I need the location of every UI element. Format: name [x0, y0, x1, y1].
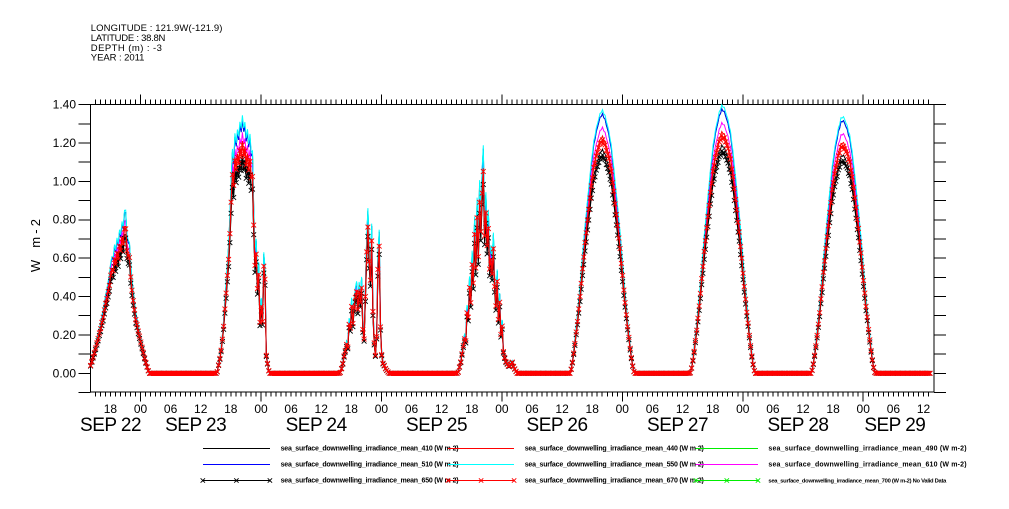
svg-text:sea_surface_downwelling_irradi: sea_surface_downwelling_irradiance_mean_…	[281, 478, 459, 485]
svg-text:00: 00	[254, 402, 268, 416]
svg-text:06: 06	[525, 402, 539, 416]
svg-text:12: 12	[315, 402, 329, 416]
svg-text:sea_surface_downwelling_irradi: sea_surface_downwelling_irradiance_mean_…	[281, 462, 459, 469]
svg-text:SEP 28: SEP 28	[767, 415, 829, 436]
svg-text:00: 00	[736, 402, 750, 416]
svg-text:0.80: 0.80	[53, 213, 77, 227]
svg-text:SEP 29: SEP 29	[864, 415, 926, 436]
svg-text:sea_surface_downwelling_irradi: sea_surface_downwelling_irradiance_mean_…	[768, 462, 966, 469]
svg-text:DEPTH (m) : -3: DEPTH (m) : -3	[91, 43, 162, 54]
svg-text:06: 06	[284, 402, 298, 416]
svg-text:00: 00	[134, 402, 148, 416]
svg-text:SEP 24: SEP 24	[286, 415, 348, 436]
svg-text:1.40: 1.40	[53, 98, 77, 112]
svg-text:SEP 26: SEP 26	[527, 415, 589, 436]
svg-text:0.20: 0.20	[53, 328, 77, 342]
svg-text:12: 12	[796, 402, 810, 416]
svg-text:sea_surface_downwelling_irradi: sea_surface_downwelling_irradiance_mean_…	[525, 478, 704, 485]
svg-text:00: 00	[495, 402, 509, 416]
svg-text:0.60: 0.60	[53, 251, 77, 265]
svg-text:sea_surface_downwelling_irradi: sea_surface_downwelling_irradiance_mean_…	[281, 446, 459, 453]
svg-text:SEP 22: SEP 22	[80, 415, 142, 436]
svg-text:18: 18	[224, 402, 238, 416]
svg-text:18: 18	[345, 402, 359, 416]
svg-text:18: 18	[465, 402, 479, 416]
svg-text:1.20: 1.20	[53, 136, 77, 150]
svg-text:06: 06	[766, 402, 780, 416]
svg-text:00: 00	[616, 402, 630, 416]
svg-text:SEP 23: SEP 23	[165, 415, 227, 436]
svg-text:06: 06	[646, 402, 660, 416]
svg-text:18: 18	[826, 402, 840, 416]
svg-text:18: 18	[586, 402, 600, 416]
svg-text:06: 06	[887, 402, 901, 416]
svg-text:18: 18	[104, 402, 118, 416]
svg-text:sea_surface_downwelling_irradi: sea_surface_downwelling_irradiance_mean_…	[525, 446, 704, 453]
svg-text:Wm-2: Wm-2	[28, 219, 43, 272]
svg-text:12: 12	[435, 402, 449, 416]
svg-text:LATITUDE : 38.8N: LATITUDE : 38.8N	[91, 33, 166, 44]
svg-text:YEAR : 2011: YEAR : 2011	[91, 53, 145, 64]
svg-text:sea_surface_downwelling_irradi: sea_surface_downwelling_irradiance_mean_…	[525, 462, 704, 469]
svg-text:0.00: 0.00	[53, 366, 77, 380]
svg-text:06: 06	[405, 402, 419, 416]
svg-text:1.00: 1.00	[53, 174, 77, 188]
svg-text:sea_surface_downwelling_irradi: sea_surface_downwelling_irradiance_mean_…	[768, 446, 966, 453]
svg-text:12: 12	[917, 402, 931, 416]
svg-text:18: 18	[706, 402, 720, 416]
svg-text:00: 00	[857, 402, 871, 416]
svg-text:SEP 25: SEP 25	[406, 415, 468, 436]
svg-text:SEP 27: SEP 27	[647, 415, 709, 436]
svg-text:06: 06	[164, 402, 178, 416]
svg-text:12: 12	[194, 402, 208, 416]
svg-text:sea_surface_downwelling_irradi: sea_surface_downwelling_irradiance_mean_…	[768, 479, 947, 485]
svg-text:LONGITUDE : 121.9W(-121.9): LONGITUDE : 121.9W(-121.9)	[91, 23, 223, 34]
svg-text:00: 00	[375, 402, 389, 416]
svg-text:12: 12	[676, 402, 690, 416]
svg-text:0.40: 0.40	[53, 290, 77, 304]
svg-text:12: 12	[555, 402, 569, 416]
